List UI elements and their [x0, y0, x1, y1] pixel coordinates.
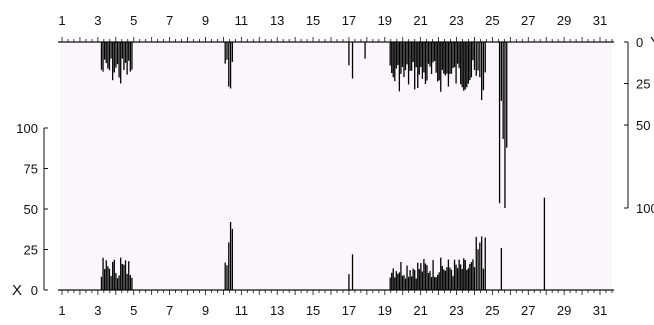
bottom-x-tick-label: 1: [58, 303, 65, 318]
top-x-tick-label: 29: [557, 13, 571, 28]
bottom-x-tick-label: 21: [413, 303, 427, 318]
bottom-axis-letter: X: [12, 282, 22, 299]
bottom-x-tick-label: 27: [521, 303, 535, 318]
bottom-x-tick-label: 5: [130, 303, 137, 318]
top-x-tick-label: 5: [130, 13, 137, 28]
bottom-x-tick-label: 11: [235, 303, 249, 318]
bottom-x-tick-label: 15: [306, 303, 320, 318]
top-x-tick-label: 31: [593, 13, 607, 28]
bottom-x-tick-label: 13: [270, 303, 284, 318]
bottom-y-tick-label: 50: [24, 202, 38, 217]
bottom-x-tick-label: 23: [449, 303, 463, 318]
bottom-y-tick-label: 0: [31, 283, 38, 298]
bottom-x-tick-label: 9: [202, 303, 209, 318]
top-y-tick-label: 0: [636, 35, 643, 50]
top-x-tick-label: 15: [306, 13, 320, 28]
top-x-tick-label: 9: [202, 13, 209, 28]
top-x-tick-label: 11: [235, 13, 249, 28]
top-y-tick-label: 25: [636, 77, 650, 92]
top-x-tick-label: 21: [413, 13, 427, 28]
bottom-y-tick-label: 25: [24, 243, 38, 258]
bottom-x-tick-label: 25: [485, 303, 499, 318]
top-x-tick-label: 27: [521, 13, 535, 28]
top-x-tick-label: 1: [58, 13, 65, 28]
chart-marks: 13579111315171921232527293102550100Y1357…: [12, 13, 654, 318]
bottom-x-tick-label: 29: [557, 303, 571, 318]
top-x-tick-label: 23: [449, 13, 463, 28]
top-x-tick-label: 13: [270, 13, 284, 28]
top-x-tick-label: 3: [94, 13, 101, 28]
bottom-y-tick-label: 100: [16, 121, 38, 136]
bottom-x-tick-label: 31: [593, 303, 607, 318]
top-x-tick-label: 17: [342, 13, 356, 28]
top-x-tick-label: 7: [166, 13, 173, 28]
bottom-x-tick-label: 3: [94, 303, 101, 318]
top-y-tick-label: 50: [636, 118, 650, 133]
plot-background: [60, 42, 612, 290]
bottom-x-tick-label: 19: [378, 303, 392, 318]
top-x-tick-label: 19: [378, 13, 392, 28]
bottom-x-tick-label: 7: [166, 303, 173, 318]
top-x-tick-label: 25: [485, 13, 499, 28]
top-axis-letter: Y: [650, 34, 654, 51]
top-y-tick-label: 100: [636, 201, 654, 216]
bottom-y-tick-label: 75: [24, 162, 38, 177]
bottom-x-tick-label: 17: [342, 303, 356, 318]
